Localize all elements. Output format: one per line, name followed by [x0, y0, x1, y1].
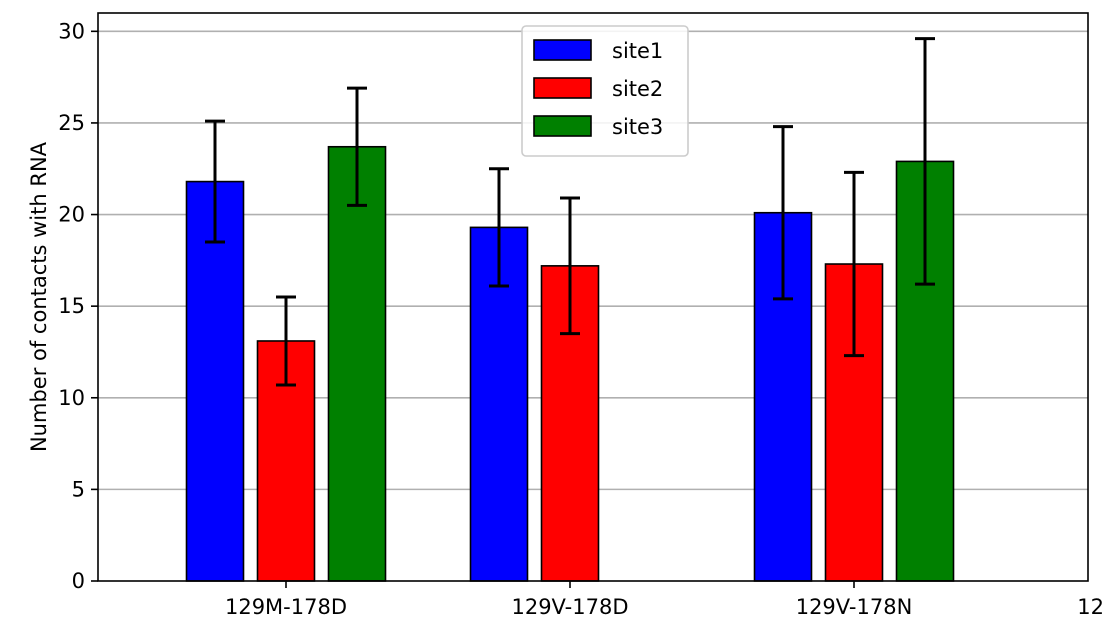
- y-tick-label: 10: [58, 386, 85, 410]
- y-tick-label: 30: [58, 19, 85, 43]
- legend: site1 site2 site3: [521, 25, 689, 157]
- y-tick-label: 0: [72, 569, 85, 593]
- bar-site3-129M-178D: [327, 145, 387, 582]
- legend-label-site1: site1: [612, 39, 663, 63]
- axes-layer: [97, 12, 1089, 582]
- x-tick-label: 129M-178N: [1077, 595, 1102, 619]
- ticks-layer: 0 5 10 15 20 25 30 129M-178D 129V-178D 129V-178N 1…: [58, 19, 1102, 619]
- x-tick-label: 129M-178D: [225, 595, 347, 619]
- y-tick-label: 20: [58, 203, 85, 227]
- error-bars-layer: [205, 37, 935, 387]
- y-tick-label: 25: [58, 111, 85, 135]
- y-axis-label: Number of contacts with RNA: [27, 141, 51, 452]
- plot-frame: [97, 12, 1089, 582]
- legend-label-site2: site2: [612, 77, 663, 101]
- x-tick-label: 129V-178D: [511, 595, 628, 619]
- x-tick-label: 129V-178N: [796, 595, 913, 619]
- y-tick-label: 15: [58, 294, 85, 318]
- legend-label-site3: site3: [612, 115, 663, 139]
- legend-swatch-site2: [533, 77, 592, 99]
- legend-swatch-site1: [533, 39, 592, 61]
- bars-layer: [185, 145, 955, 582]
- legend-swatch-site3: [533, 115, 592, 137]
- y-tick-label: 5: [72, 477, 85, 501]
